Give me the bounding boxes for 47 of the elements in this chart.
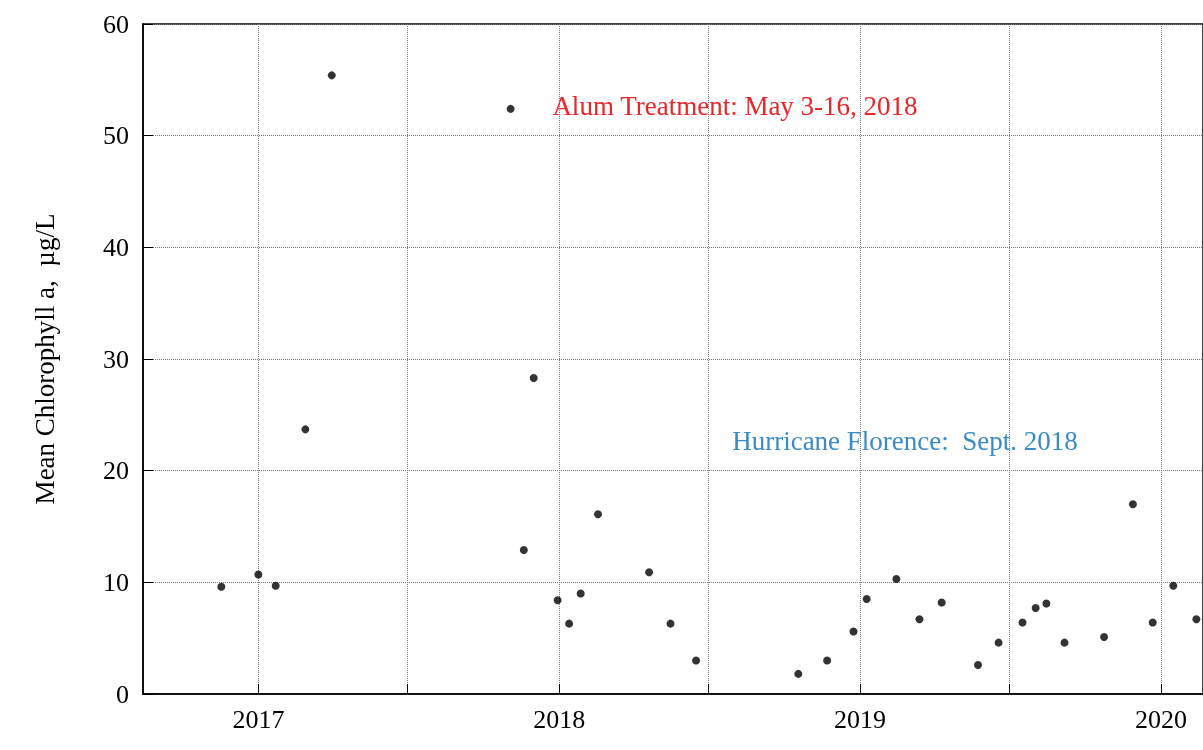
- y-tick-label: 20: [103, 456, 129, 486]
- point: [892, 574, 901, 583]
- point: [553, 596, 562, 605]
- point: [271, 581, 280, 590]
- point: [217, 582, 226, 591]
- point: [645, 568, 654, 577]
- point: [862, 595, 871, 604]
- y-axis-title: Mean Chlorophyll a, µg/L: [29, 213, 60, 505]
- point: [1060, 638, 1069, 647]
- point: [994, 638, 1003, 647]
- point: [254, 570, 263, 579]
- x-tick-label: 2020: [1134, 704, 1187, 734]
- annotation: Alum Treatment: May 3-16, 2018: [552, 91, 918, 121]
- point: [1100, 633, 1109, 642]
- y-tick-label: 60: [103, 9, 129, 39]
- point: [327, 71, 336, 80]
- point: [1169, 581, 1178, 590]
- x-tick-label: 2018: [533, 704, 586, 734]
- point: [692, 656, 701, 665]
- point: [849, 627, 858, 636]
- point: [506, 104, 515, 113]
- point: [1148, 618, 1157, 627]
- x-tick-label: 2019: [834, 704, 887, 734]
- annotation: Hurricane Florence: Sept. 2018: [732, 426, 1078, 456]
- point: [973, 660, 982, 669]
- y-tick-label: 30: [103, 344, 129, 374]
- point: [1042, 599, 1051, 608]
- point: [529, 373, 538, 382]
- point: [1018, 618, 1027, 627]
- point: [915, 615, 924, 624]
- point: [823, 656, 832, 665]
- y-tick-label: 40: [103, 232, 129, 262]
- y-tick-label: 0: [116, 679, 129, 709]
- y-tick-label: 50: [103, 121, 129, 151]
- point: [1192, 615, 1201, 624]
- point: [1031, 604, 1040, 613]
- point: [1128, 500, 1137, 509]
- point: [565, 619, 574, 628]
- point: [937, 598, 946, 607]
- x-tick-label: 2017: [232, 704, 285, 734]
- y-tick-label: 10: [103, 567, 129, 597]
- point: [576, 589, 585, 598]
- point: [666, 619, 675, 628]
- point: [301, 425, 310, 434]
- point: [794, 669, 803, 678]
- point: [594, 510, 602, 519]
- point: [519, 545, 528, 554]
